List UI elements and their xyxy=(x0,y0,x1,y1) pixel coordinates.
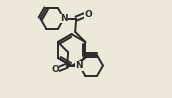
Text: N: N xyxy=(60,14,68,23)
Text: O: O xyxy=(84,10,92,19)
Text: N: N xyxy=(76,61,83,70)
Text: N: N xyxy=(76,61,83,70)
Text: N: N xyxy=(60,14,68,23)
Text: O: O xyxy=(51,65,59,74)
